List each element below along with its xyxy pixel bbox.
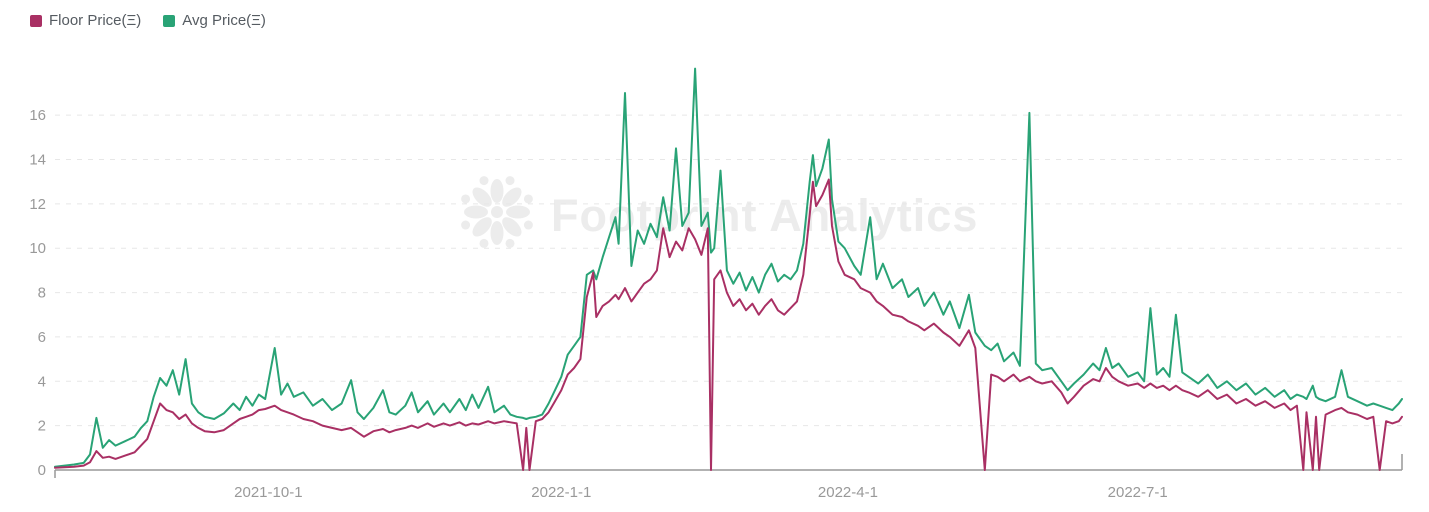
- legend-item-avg-price[interactable]: Avg Price(Ξ): [163, 12, 266, 29]
- floor-price-legend-label: Floor Price(Ξ): [49, 12, 142, 29]
- floor-price-swatch-icon: [30, 14, 42, 27]
- y-axis-tick-label: 4: [38, 373, 46, 390]
- y-axis-tick-label: 2: [38, 418, 46, 435]
- watermark: Footprint Analytics: [461, 176, 978, 248]
- y-axis-tick-label: 12: [29, 196, 46, 213]
- x-axis-labels: 2021-10-1 2022-1-1 2022-4-1 2022-7-1: [234, 484, 1168, 501]
- y-axis-tick-label: 0: [38, 462, 46, 479]
- y-axis-tick-label: 14: [29, 151, 46, 168]
- avg-price-legend-label: Avg Price(Ξ): [182, 12, 266, 29]
- y-axis-tick-label: 6: [38, 329, 46, 346]
- y-axis-tick-label: 16: [29, 107, 46, 124]
- y-axis-tick-label: 8: [38, 285, 46, 302]
- y-axis-labels: 0 2 4 6 8 10 12 14 16: [29, 107, 46, 479]
- legend-item-floor-price[interactable]: Floor Price(Ξ): [30, 12, 141, 29]
- x-axis-tick-label: 2021-10-1: [234, 484, 302, 501]
- x-axis-tick-label: 2022-1-1: [531, 484, 591, 501]
- footprint-flower-logo-icon: [461, 176, 533, 248]
- x-axis-tick-label: 2022-4-1: [818, 484, 878, 501]
- x-axis-tick-label: 2022-7-1: [1108, 484, 1168, 501]
- watermark-text: Footprint Analytics: [551, 190, 978, 241]
- series-lines: [54, 67, 1403, 471]
- floor-price-line: [54, 178, 1403, 471]
- avg-price-line: [54, 67, 1403, 468]
- chart-legend: Floor Price(Ξ) Avg Price(Ξ): [30, 12, 266, 29]
- gridlines: [55, 114, 1402, 427]
- avg-price-swatch-icon: [163, 14, 176, 27]
- y-axis-tick-label: 10: [29, 240, 46, 257]
- x-axis-line: [54, 454, 1403, 478]
